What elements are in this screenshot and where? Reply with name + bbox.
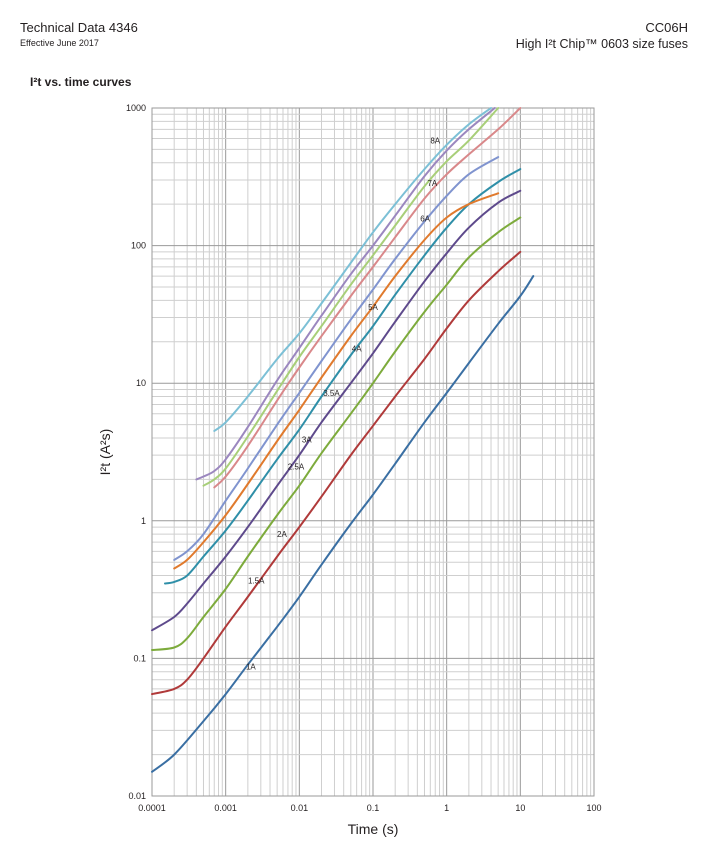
series-label-1A: 1A — [246, 663, 256, 672]
series-label-4A: 4A — [352, 344, 362, 353]
series-line-8A — [213, 107, 492, 432]
series-line-6A — [213, 107, 522, 489]
product-header: CC06H High I²t Chip™ 0603 size fuses — [516, 20, 688, 51]
x-axis-label: Time (s) — [348, 821, 399, 837]
y-tick-label: 1000 — [126, 103, 146, 113]
y-tick-label: 100 — [131, 241, 146, 251]
series-label-3.5A: 3.5A — [323, 389, 340, 398]
document-header: Technical Data 4346 Effective June 2017 — [20, 20, 138, 48]
series-label-8A: 8A — [430, 137, 440, 146]
document-title: Technical Data 4346 — [20, 20, 138, 35]
y-tick-label: 1 — [141, 516, 146, 526]
x-tick-label: 100 — [586, 803, 601, 813]
x-tick-label: 0.1 — [367, 803, 380, 813]
series-label-7A: 7A — [427, 179, 437, 188]
chart-grid — [151, 108, 594, 797]
y-tick-label: 10 — [136, 378, 146, 388]
product-name: High I²t Chip™ 0603 size fuses — [515, 37, 688, 51]
y-tick-label: 0.1 — [133, 653, 146, 663]
y-tick-label: 0.01 — [128, 791, 146, 801]
series-line-3.5A — [173, 192, 500, 570]
series-line-2.5A — [151, 189, 522, 632]
series-label-3A: 3A — [302, 436, 312, 445]
series-label-6A: 6A — [420, 214, 430, 223]
x-tick-label: 0.001 — [214, 803, 237, 813]
y-axis-label: I²t (A²s) — [97, 429, 113, 476]
x-tick-label: 1 — [444, 803, 449, 813]
series-line-1A — [151, 275, 535, 773]
series-line-3A — [164, 168, 522, 585]
product-code: CC06H — [645, 20, 688, 35]
x-tick-label: 10 — [515, 803, 525, 813]
chart-series — [151, 107, 535, 773]
series-line-1.5A — [151, 250, 522, 696]
x-tick-label: 0.0001 — [138, 803, 166, 813]
series-line-7A — [202, 107, 500, 487]
x-tick-label: 0.01 — [291, 803, 309, 813]
axis-ticks: 0.0001 0.001 0.01 0.1 1 10 100 0.01 0.1 1 10 100 100… — [126, 103, 602, 813]
plot-frame — [151, 107, 595, 797]
series-label-2.5A: 2.5A — [288, 463, 305, 472]
series-labels: 1A 1.5A 2A 2.5A 3A 3.5A 4A 5A 6A 7A 8A — [246, 137, 441, 672]
series-label-2A: 2A — [277, 530, 287, 539]
series-label-1.5A: 1.5A — [248, 577, 265, 586]
document-date: Effective June 2017 — [20, 38, 99, 48]
series-line-4A — [173, 156, 500, 561]
series-line-2A — [151, 216, 522, 651]
series-label-5A: 5A — [368, 303, 378, 312]
section-title: I²t vs. time curves — [30, 75, 132, 89]
series-line-5A — [195, 107, 496, 481]
